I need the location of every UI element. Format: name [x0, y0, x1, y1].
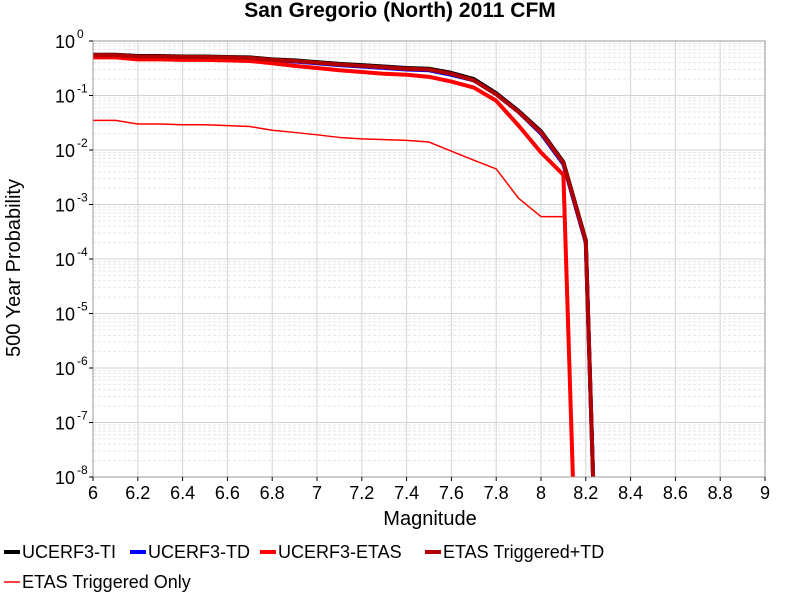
- x-tick-label: 7.4: [394, 483, 419, 503]
- y-tick-exp: -2: [77, 136, 88, 150]
- legend-item-3: ETAS Triggered+TD: [425, 542, 604, 562]
- legend-item-4: ETAS Triggered Only: [4, 572, 191, 592]
- grid-layer: [92, 40, 766, 478]
- legend-item-0: UCERF3-TI: [4, 542, 116, 562]
- chart-title: San Gregorio (North) 2011 CFM: [244, 0, 556, 22]
- y-tick-label: 10 -7: [55, 409, 88, 434]
- x-tick-label: 6.2: [125, 483, 150, 503]
- y-tick-base: 10: [55, 468, 75, 488]
- x-tick-label: 8.2: [573, 483, 598, 503]
- y-tick-base: 10: [55, 414, 75, 434]
- legend: UCERF3-TI UCERF3-TD UCERF3-ETAS ETAS Trigge…: [4, 542, 604, 592]
- x-tick-label: 8.6: [663, 483, 688, 503]
- y-tick-exp: -5: [77, 300, 88, 314]
- x-tick-label: 7: [312, 483, 322, 503]
- x-tick-label: 6.8: [260, 483, 285, 503]
- y-tick-label: 10 -8: [55, 463, 88, 488]
- y-tick-base: 10: [55, 305, 75, 325]
- x-tick-label: 9: [760, 483, 770, 503]
- x-tick-label: 8: [536, 483, 546, 503]
- legend-label: UCERF3-TI: [22, 542, 116, 562]
- x-tick-label: 7.2: [349, 483, 374, 503]
- legend-label: UCERF3-ETAS: [278, 542, 402, 562]
- x-tick-label: 6.4: [170, 483, 195, 503]
- x-axis-label: Magnitude: [383, 508, 476, 530]
- x-tick-label: 7.6: [439, 483, 464, 503]
- y-tick-exp: -4: [77, 245, 88, 259]
- series-group: [93, 52, 596, 477]
- y-tick-exp: -8: [77, 463, 88, 477]
- y-tick-label: 10 -6: [55, 354, 88, 379]
- y-tick-base: 10: [55, 87, 75, 107]
- y-tick-label: 10 -4: [55, 245, 88, 270]
- series-line-3: [93, 53, 596, 477]
- y-tick-base: 10: [55, 359, 75, 379]
- y-tick-base: 10: [55, 141, 75, 161]
- y-tick-label: 10 -5: [55, 300, 88, 325]
- y-tick-label: 10 -1: [55, 82, 88, 107]
- axis-layer: 6 6.2 6.4 6.6 6.8 7 7.2 7.4 7.6 7.8 8 8.2 8.4 8.6 8.8 9…: [55, 27, 770, 503]
- y-axis-label: 500 Year Probability: [3, 179, 25, 357]
- series-layer: [93, 52, 596, 477]
- y-tick-base: 10: [55, 250, 75, 270]
- y-tick-base: 10: [55, 196, 75, 216]
- x-tick-label: 8.4: [618, 483, 643, 503]
- y-tick-label: 10 -2: [55, 136, 88, 161]
- legend-label: ETAS Triggered+TD: [443, 542, 604, 562]
- legend-label: ETAS Triggered Only: [22, 572, 191, 592]
- y-tick-exp: -7: [77, 409, 88, 423]
- series-line-4: [93, 119, 565, 218]
- legend-label: UCERF3-TD: [148, 542, 250, 562]
- legend-item-2: UCERF3-ETAS: [260, 542, 402, 562]
- y-tick-exp: -1: [77, 82, 88, 96]
- legend-item-1: UCERF3-TD: [130, 542, 250, 562]
- x-tick-label: 7.8: [484, 483, 509, 503]
- y-tick-label: 10 0: [55, 27, 84, 52]
- y-tick-exp: 0: [77, 27, 84, 41]
- y-tick-base: 10: [55, 32, 75, 52]
- series-line-2: [93, 55, 575, 477]
- x-tick-label: 8.8: [708, 483, 733, 503]
- y-tick-exp: -3: [77, 191, 88, 205]
- x-tick-label: 6.6: [215, 483, 240, 503]
- x-tick-label: 6: [88, 483, 98, 503]
- y-tick-exp: -6: [77, 354, 88, 368]
- y-tick-label: 10 -3: [55, 191, 88, 216]
